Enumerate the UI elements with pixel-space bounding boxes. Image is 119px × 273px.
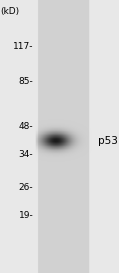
Text: p53: p53 — [98, 136, 117, 146]
Text: (kD): (kD) — [0, 7, 19, 16]
Text: 48-: 48- — [19, 123, 33, 131]
Text: 34-: 34- — [19, 150, 33, 159]
FancyBboxPatch shape — [38, 8, 89, 265]
Text: 117-: 117- — [13, 42, 33, 51]
Text: 26-: 26- — [19, 183, 33, 191]
Text: 85-: 85- — [19, 78, 33, 86]
Text: 19-: 19- — [19, 211, 33, 220]
